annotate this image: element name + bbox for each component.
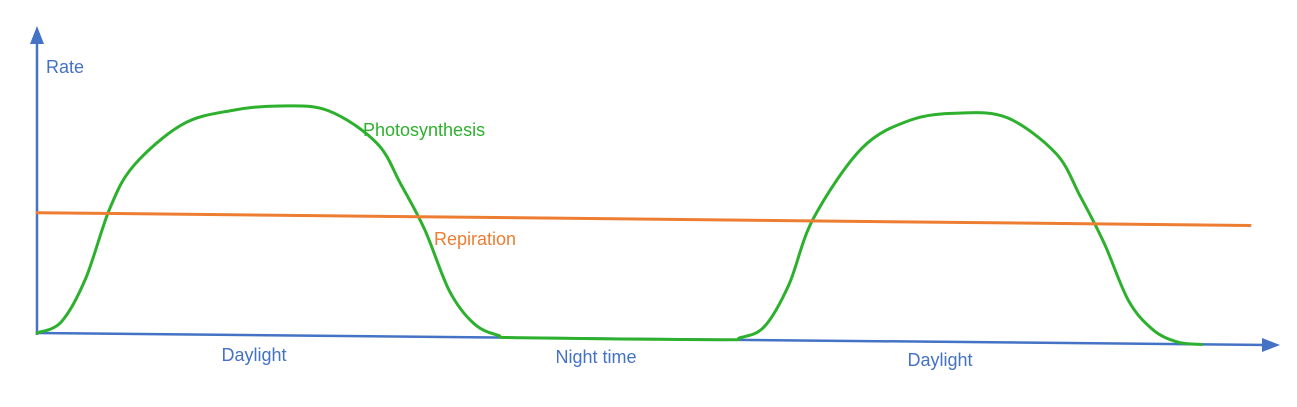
x-period-label-daylight-2: Daylight — [907, 350, 972, 370]
axes-layer — [30, 26, 1280, 352]
x-axis-arrow-icon — [1262, 338, 1280, 352]
labels-layer: Rate Photosynthesis Repiration Daylight … — [46, 57, 973, 370]
series-label-photosynthesis: Photosynthesis — [363, 120, 485, 140]
y-axis-arrow-icon — [30, 26, 44, 44]
series-label-repiration: Repiration — [434, 229, 516, 249]
x-period-label-night-time: Night time — [555, 347, 636, 367]
y-axis-label: Rate — [46, 57, 84, 77]
series-line-photosynthesis — [35, 104, 1203, 346]
series-layer — [35, 104, 1252, 346]
x-period-label-daylight-1: Daylight — [221, 345, 286, 365]
series-line-repiration — [35, 211, 1252, 227]
